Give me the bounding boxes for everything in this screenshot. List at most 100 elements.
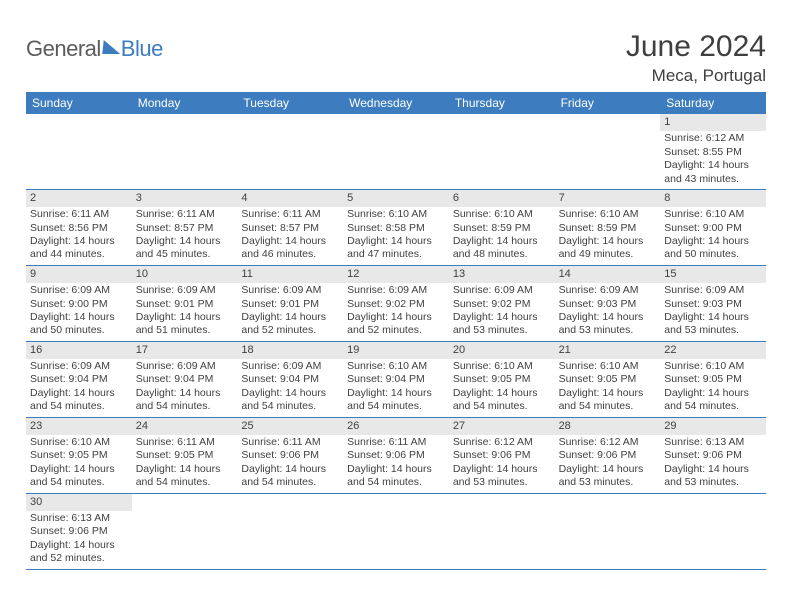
day-body: Sunrise: 6:12 AMSunset: 9:06 PMDaylight:… [449, 435, 555, 493]
day-cell: 22Sunrise: 6:10 AMSunset: 9:05 PMDayligh… [660, 342, 766, 417]
daylight-line: Daylight: 14 hours and 53 minutes. [664, 463, 762, 490]
sunrise-line: Sunrise: 6:09 AM [241, 284, 339, 297]
daylight-line: Daylight: 14 hours and 43 minutes. [664, 159, 762, 186]
day-number: 17 [132, 342, 238, 359]
sunset-line: Sunset: 9:06 PM [241, 449, 339, 462]
daylight-line: Daylight: 14 hours and 52 minutes. [347, 311, 445, 338]
daylight-line: Daylight: 14 hours and 49 minutes. [559, 235, 657, 262]
day-body: Sunrise: 6:09 AMSunset: 9:02 PMDaylight:… [343, 283, 449, 341]
week-row: 2Sunrise: 6:11 AMSunset: 8:56 PMDaylight… [26, 190, 766, 266]
day-number: 4 [237, 190, 343, 207]
sunrise-line: Sunrise: 6:09 AM [559, 284, 657, 297]
sunset-line: Sunset: 9:00 PM [664, 222, 762, 235]
day-cell: 19Sunrise: 6:10 AMSunset: 9:04 PMDayligh… [343, 342, 449, 417]
day-body: Sunrise: 6:10 AMSunset: 9:05 PMDaylight:… [26, 435, 132, 493]
day-cell [343, 114, 449, 189]
sunrise-line: Sunrise: 6:11 AM [136, 436, 234, 449]
daylight-line: Daylight: 14 hours and 54 minutes. [347, 463, 445, 490]
day-number [449, 114, 555, 118]
daylight-line: Daylight: 14 hours and 53 minutes. [664, 311, 762, 338]
day-cell: 7Sunrise: 6:10 AMSunset: 8:59 PMDaylight… [555, 190, 661, 265]
logo-sail-icon [102, 40, 121, 54]
sunrise-line: Sunrise: 6:09 AM [664, 284, 762, 297]
day-number [132, 494, 238, 498]
sunrise-line: Sunrise: 6:12 AM [453, 436, 551, 449]
day-number: 13 [449, 266, 555, 283]
day-number: 18 [237, 342, 343, 359]
day-number [343, 494, 449, 498]
day-cell [132, 114, 238, 189]
day-cell: 15Sunrise: 6:09 AMSunset: 9:03 PMDayligh… [660, 266, 766, 341]
week-row: 1Sunrise: 6:12 AMSunset: 8:55 PMDaylight… [26, 114, 766, 190]
day-number [237, 494, 343, 498]
sunrise-line: Sunrise: 6:10 AM [30, 436, 128, 449]
day-cell [449, 494, 555, 569]
daylight-line: Daylight: 14 hours and 53 minutes. [453, 463, 551, 490]
day-cell: 21Sunrise: 6:10 AMSunset: 9:05 PMDayligh… [555, 342, 661, 417]
day-cell: 23Sunrise: 6:10 AMSunset: 9:05 PMDayligh… [26, 418, 132, 493]
dow-tuesday: Tuesday [237, 92, 343, 114]
day-number: 29 [660, 418, 766, 435]
sunset-line: Sunset: 9:02 PM [453, 298, 551, 311]
day-number: 30 [26, 494, 132, 511]
day-body: Sunrise: 6:09 AMSunset: 9:01 PMDaylight:… [132, 283, 238, 341]
sunset-line: Sunset: 8:59 PM [559, 222, 657, 235]
sunrise-line: Sunrise: 6:09 AM [30, 360, 128, 373]
day-body: Sunrise: 6:10 AMSunset: 9:05 PMDaylight:… [660, 359, 766, 417]
sunset-line: Sunset: 8:59 PM [453, 222, 551, 235]
sunrise-line: Sunrise: 6:11 AM [347, 436, 445, 449]
day-cell: 24Sunrise: 6:11 AMSunset: 9:05 PMDayligh… [132, 418, 238, 493]
day-cell [660, 494, 766, 569]
daylight-line: Daylight: 14 hours and 54 minutes. [664, 387, 762, 414]
day-cell: 10Sunrise: 6:09 AMSunset: 9:01 PMDayligh… [132, 266, 238, 341]
day-of-week-header: Sunday Monday Tuesday Wednesday Thursday… [26, 92, 766, 114]
week-row: 16Sunrise: 6:09 AMSunset: 9:04 PMDayligh… [26, 342, 766, 418]
day-cell: 17Sunrise: 6:09 AMSunset: 9:04 PMDayligh… [132, 342, 238, 417]
daylight-line: Daylight: 14 hours and 45 minutes. [136, 235, 234, 262]
day-cell: 27Sunrise: 6:12 AMSunset: 9:06 PMDayligh… [449, 418, 555, 493]
day-cell: 26Sunrise: 6:11 AMSunset: 9:06 PMDayligh… [343, 418, 449, 493]
daylight-line: Daylight: 14 hours and 54 minutes. [347, 387, 445, 414]
day-cell: 14Sunrise: 6:09 AMSunset: 9:03 PMDayligh… [555, 266, 661, 341]
sunrise-line: Sunrise: 6:13 AM [30, 512, 128, 525]
day-cell: 11Sunrise: 6:09 AMSunset: 9:01 PMDayligh… [237, 266, 343, 341]
day-body: Sunrise: 6:09 AMSunset: 9:03 PMDaylight:… [660, 283, 766, 341]
day-number: 27 [449, 418, 555, 435]
day-body: Sunrise: 6:12 AMSunset: 9:06 PMDaylight:… [555, 435, 661, 493]
calendar: Sunday Monday Tuesday Wednesday Thursday… [26, 92, 766, 570]
sunrise-line: Sunrise: 6:09 AM [30, 284, 128, 297]
day-number: 11 [237, 266, 343, 283]
day-cell [237, 114, 343, 189]
location-subtitle: Meca, Portugal [626, 66, 766, 86]
day-number: 9 [26, 266, 132, 283]
daylight-line: Daylight: 14 hours and 54 minutes. [30, 463, 128, 490]
sunset-line: Sunset: 9:05 PM [136, 449, 234, 462]
daylight-line: Daylight: 14 hours and 53 minutes. [559, 463, 657, 490]
daylight-line: Daylight: 14 hours and 54 minutes. [136, 463, 234, 490]
day-cell [555, 494, 661, 569]
daylight-line: Daylight: 14 hours and 46 minutes. [241, 235, 339, 262]
day-number [660, 494, 766, 498]
day-body: Sunrise: 6:10 AMSunset: 9:05 PMDaylight:… [449, 359, 555, 417]
day-body: Sunrise: 6:10 AMSunset: 9:05 PMDaylight:… [555, 359, 661, 417]
day-number [555, 494, 661, 498]
dow-thursday: Thursday [449, 92, 555, 114]
day-body: Sunrise: 6:12 AMSunset: 8:55 PMDaylight:… [660, 131, 766, 189]
page-title: June 2024 [626, 30, 766, 64]
day-cell: 25Sunrise: 6:11 AMSunset: 9:06 PMDayligh… [237, 418, 343, 493]
day-body: Sunrise: 6:10 AMSunset: 8:59 PMDaylight:… [555, 207, 661, 265]
day-number: 2 [26, 190, 132, 207]
sunrise-line: Sunrise: 6:11 AM [136, 208, 234, 221]
day-cell: 2Sunrise: 6:11 AMSunset: 8:56 PMDaylight… [26, 190, 132, 265]
day-cell: 12Sunrise: 6:09 AMSunset: 9:02 PMDayligh… [343, 266, 449, 341]
day-body: Sunrise: 6:09 AMSunset: 9:03 PMDaylight:… [555, 283, 661, 341]
day-body: Sunrise: 6:11 AMSunset: 8:57 PMDaylight:… [237, 207, 343, 265]
weeks-container: 1Sunrise: 6:12 AMSunset: 8:55 PMDaylight… [26, 114, 766, 570]
logo-text-general: General [26, 36, 101, 62]
sunrise-line: Sunrise: 6:13 AM [664, 436, 762, 449]
day-number: 22 [660, 342, 766, 359]
day-body: Sunrise: 6:09 AMSunset: 9:00 PMDaylight:… [26, 283, 132, 341]
day-number: 26 [343, 418, 449, 435]
day-cell: 18Sunrise: 6:09 AMSunset: 9:04 PMDayligh… [237, 342, 343, 417]
day-cell: 9Sunrise: 6:09 AMSunset: 9:00 PMDaylight… [26, 266, 132, 341]
